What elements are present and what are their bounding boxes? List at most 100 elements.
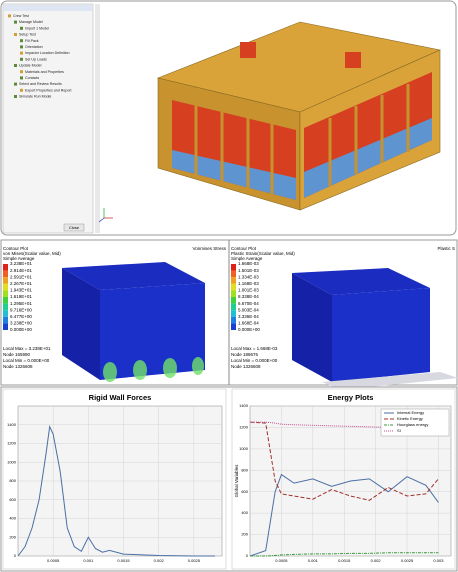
x-tick-label: 0.0005 [47, 558, 60, 563]
tree-item: Update Model [19, 64, 42, 68]
x-tick-label: 0.0005 [275, 558, 288, 563]
legend-value: 3.238E+00 [10, 321, 32, 326]
tree-item: Fill Pack [25, 39, 39, 43]
legend-value: 9.716E+00 [10, 307, 32, 312]
legend-swatch [3, 297, 8, 304]
legend-label: SI [397, 428, 401, 433]
y-tick-label: 1400 [239, 403, 249, 408]
tree-icon [20, 26, 23, 30]
tree-icon [20, 39, 23, 43]
tree-icon [20, 57, 23, 61]
close-label: Close [69, 225, 80, 230]
y-tick-label: 1200 [239, 424, 249, 429]
legend-swatch [3, 323, 8, 330]
x-tick-label: 0.003 [433, 558, 444, 563]
legend-value: 0.000E+00 [238, 327, 260, 332]
tree-item: Select and Review Results [19, 82, 62, 86]
y-tick-label: 200 [241, 532, 248, 537]
tree-item: Manage Model [19, 20, 43, 24]
contour-averaging: Simple Average [3, 256, 35, 261]
tree-icon [20, 45, 23, 49]
contour-footer: Node 188676 [231, 352, 259, 357]
legend-label: Internal Energy [397, 410, 424, 415]
y-tick-label: 1000 [7, 459, 17, 464]
tree-item: Set Up Loads [25, 57, 47, 61]
legend-value: 1.943E+01 [10, 288, 32, 293]
y-tick-label: 1200 [7, 441, 17, 446]
x-tick-label: 0.001 [83, 558, 94, 563]
legend-value: 0.000E+00 [10, 327, 32, 332]
legend-swatch [231, 310, 236, 317]
legend-swatch [231, 303, 236, 311]
y-tick-label: 0 [246, 553, 249, 558]
legend-swatch [231, 283, 236, 291]
contour-footer: Local Min = 0.000E+00 [231, 358, 278, 363]
data-line [249, 473, 439, 557]
tree-icon [14, 82, 17, 86]
legend-value: 1.619E+01 [10, 294, 32, 299]
contour-footer: Node 165990 [3, 352, 31, 357]
tree-item: Export Properties and Report [25, 88, 72, 92]
data-line [250, 552, 439, 557]
y-tick-label: 0 [14, 553, 17, 558]
legend-swatch [3, 316, 8, 324]
contour-footer: Local Min = 0.000E+00 [3, 358, 50, 363]
legend-value: 5.003E-04 [238, 307, 259, 312]
legend-label: Hourglass energy [397, 422, 428, 427]
y-tick-label: 1000 [239, 446, 249, 451]
legend-swatch [231, 323, 236, 330]
side-toolbar [95, 4, 100, 233]
contour-footer: Local Max = 1.668E-03 [231, 346, 278, 351]
legend-value: 1.168E-03 [238, 281, 259, 286]
legend-value: 1.001E-03 [238, 288, 259, 293]
strain-model [292, 268, 458, 390]
legend-label: Kinetic Energy [397, 416, 423, 421]
legend-value: 1.295E+01 [10, 301, 32, 306]
tree-icon [14, 20, 17, 24]
legend-swatch [231, 264, 236, 271]
tree-item: Crew Test [13, 14, 29, 18]
legend-value: 6.477E+00 [10, 314, 32, 319]
legend-swatch [3, 303, 8, 311]
close-button[interactable] [63, 223, 85, 232]
legend-value: 8.338E-04 [238, 294, 259, 299]
legend-value: 1.668E-03 [238, 261, 259, 266]
legend-swatch [231, 297, 236, 304]
contour-field: Plastic Strain(Scalar value, Mid) [231, 251, 295, 256]
tree-icon [14, 33, 17, 36]
stress-model [62, 262, 205, 382]
tree-item: Materials and Properties [25, 70, 64, 74]
y-tick-label: 400 [241, 510, 248, 515]
tree-icon [20, 88, 23, 92]
legend-value: 1.334E-03 [238, 274, 259, 279]
legend-swatch [231, 290, 236, 297]
x-tick-label: 0.002 [154, 558, 165, 563]
x-tick-label: 0.001 [308, 558, 319, 563]
tree-icon [14, 95, 17, 98]
contour-footer: Local Max = 3.238E+01 [3, 346, 51, 351]
legend-value: 1.668E-04 [238, 321, 259, 326]
contour-footer: Node 1326608 [231, 364, 261, 369]
x-tick-label: 0.0025 [188, 558, 201, 563]
tree-item: Simulate Run Model [19, 95, 52, 99]
y-tick-label: 200 [9, 534, 16, 539]
legend-value: 3.238E+01 [10, 261, 32, 266]
data-line [249, 421, 439, 501]
contour-title: Contour Plot [231, 246, 257, 251]
legend-value: 3.336E-04 [238, 314, 259, 319]
contour-averaging: Simple Average [231, 256, 263, 261]
tree-icon [20, 76, 23, 80]
legend-swatch [3, 270, 8, 278]
tree-icon [8, 14, 11, 18]
y-tick-label: 600 [241, 489, 248, 494]
contour-footer: Node 1326608 [3, 364, 33, 369]
y-tick-label: 1400 [7, 422, 17, 427]
axis-triad [98, 208, 113, 223]
tree: Crew Test Manage Model Import 1 Model Setup… [8, 14, 72, 99]
tree-item: Orientation [25, 45, 43, 49]
tree-item: Contacts [25, 76, 39, 80]
viewport-label: Vonmises Stress [192, 246, 226, 251]
legend-value: 6.670E-04 [238, 301, 259, 306]
